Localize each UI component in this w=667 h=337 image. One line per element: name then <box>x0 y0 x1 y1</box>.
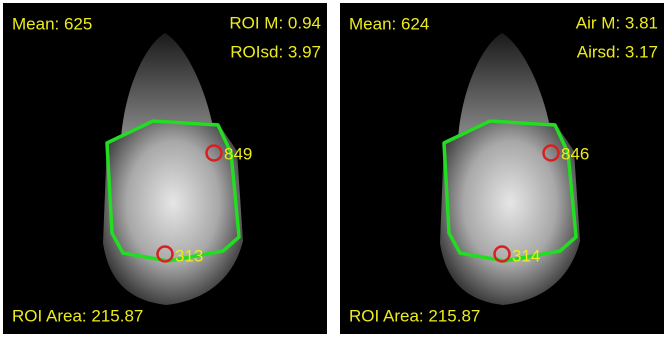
image-panel: Mean: 624 Air M: 3.81 Airsd: 3.17 846 314 ROI… <box>340 3 664 334</box>
marker-label: 314 <box>512 246 540 265</box>
screenshot: Mean: 625 ROI M: 0.94 ROIsd: 3.97 849 313 ROI… <box>0 0 667 337</box>
area-label: ROI Area: 215.87 <box>12 306 143 325</box>
stat-label: Airsd: 3.17 <box>577 42 658 61</box>
stat-label: ROIsd: 3.97 <box>230 42 321 61</box>
area-label: ROI Area: 215.87 <box>349 306 480 325</box>
marker-label: 846 <box>561 144 589 163</box>
mean-label: Mean: 624 <box>349 14 429 33</box>
marker-label: 313 <box>175 246 203 265</box>
image-panel: Mean: 625 ROI M: 0.94 ROIsd: 3.97 849 313 ROI… <box>3 3 327 334</box>
marker-label: 849 <box>224 144 252 163</box>
stat-label: Air M: 3.81 <box>576 13 658 32</box>
mean-label: Mean: 625 <box>12 14 92 33</box>
stat-label: ROI M: 0.94 <box>229 13 321 32</box>
phantom-body <box>103 119 243 305</box>
phantom-body <box>440 119 580 305</box>
